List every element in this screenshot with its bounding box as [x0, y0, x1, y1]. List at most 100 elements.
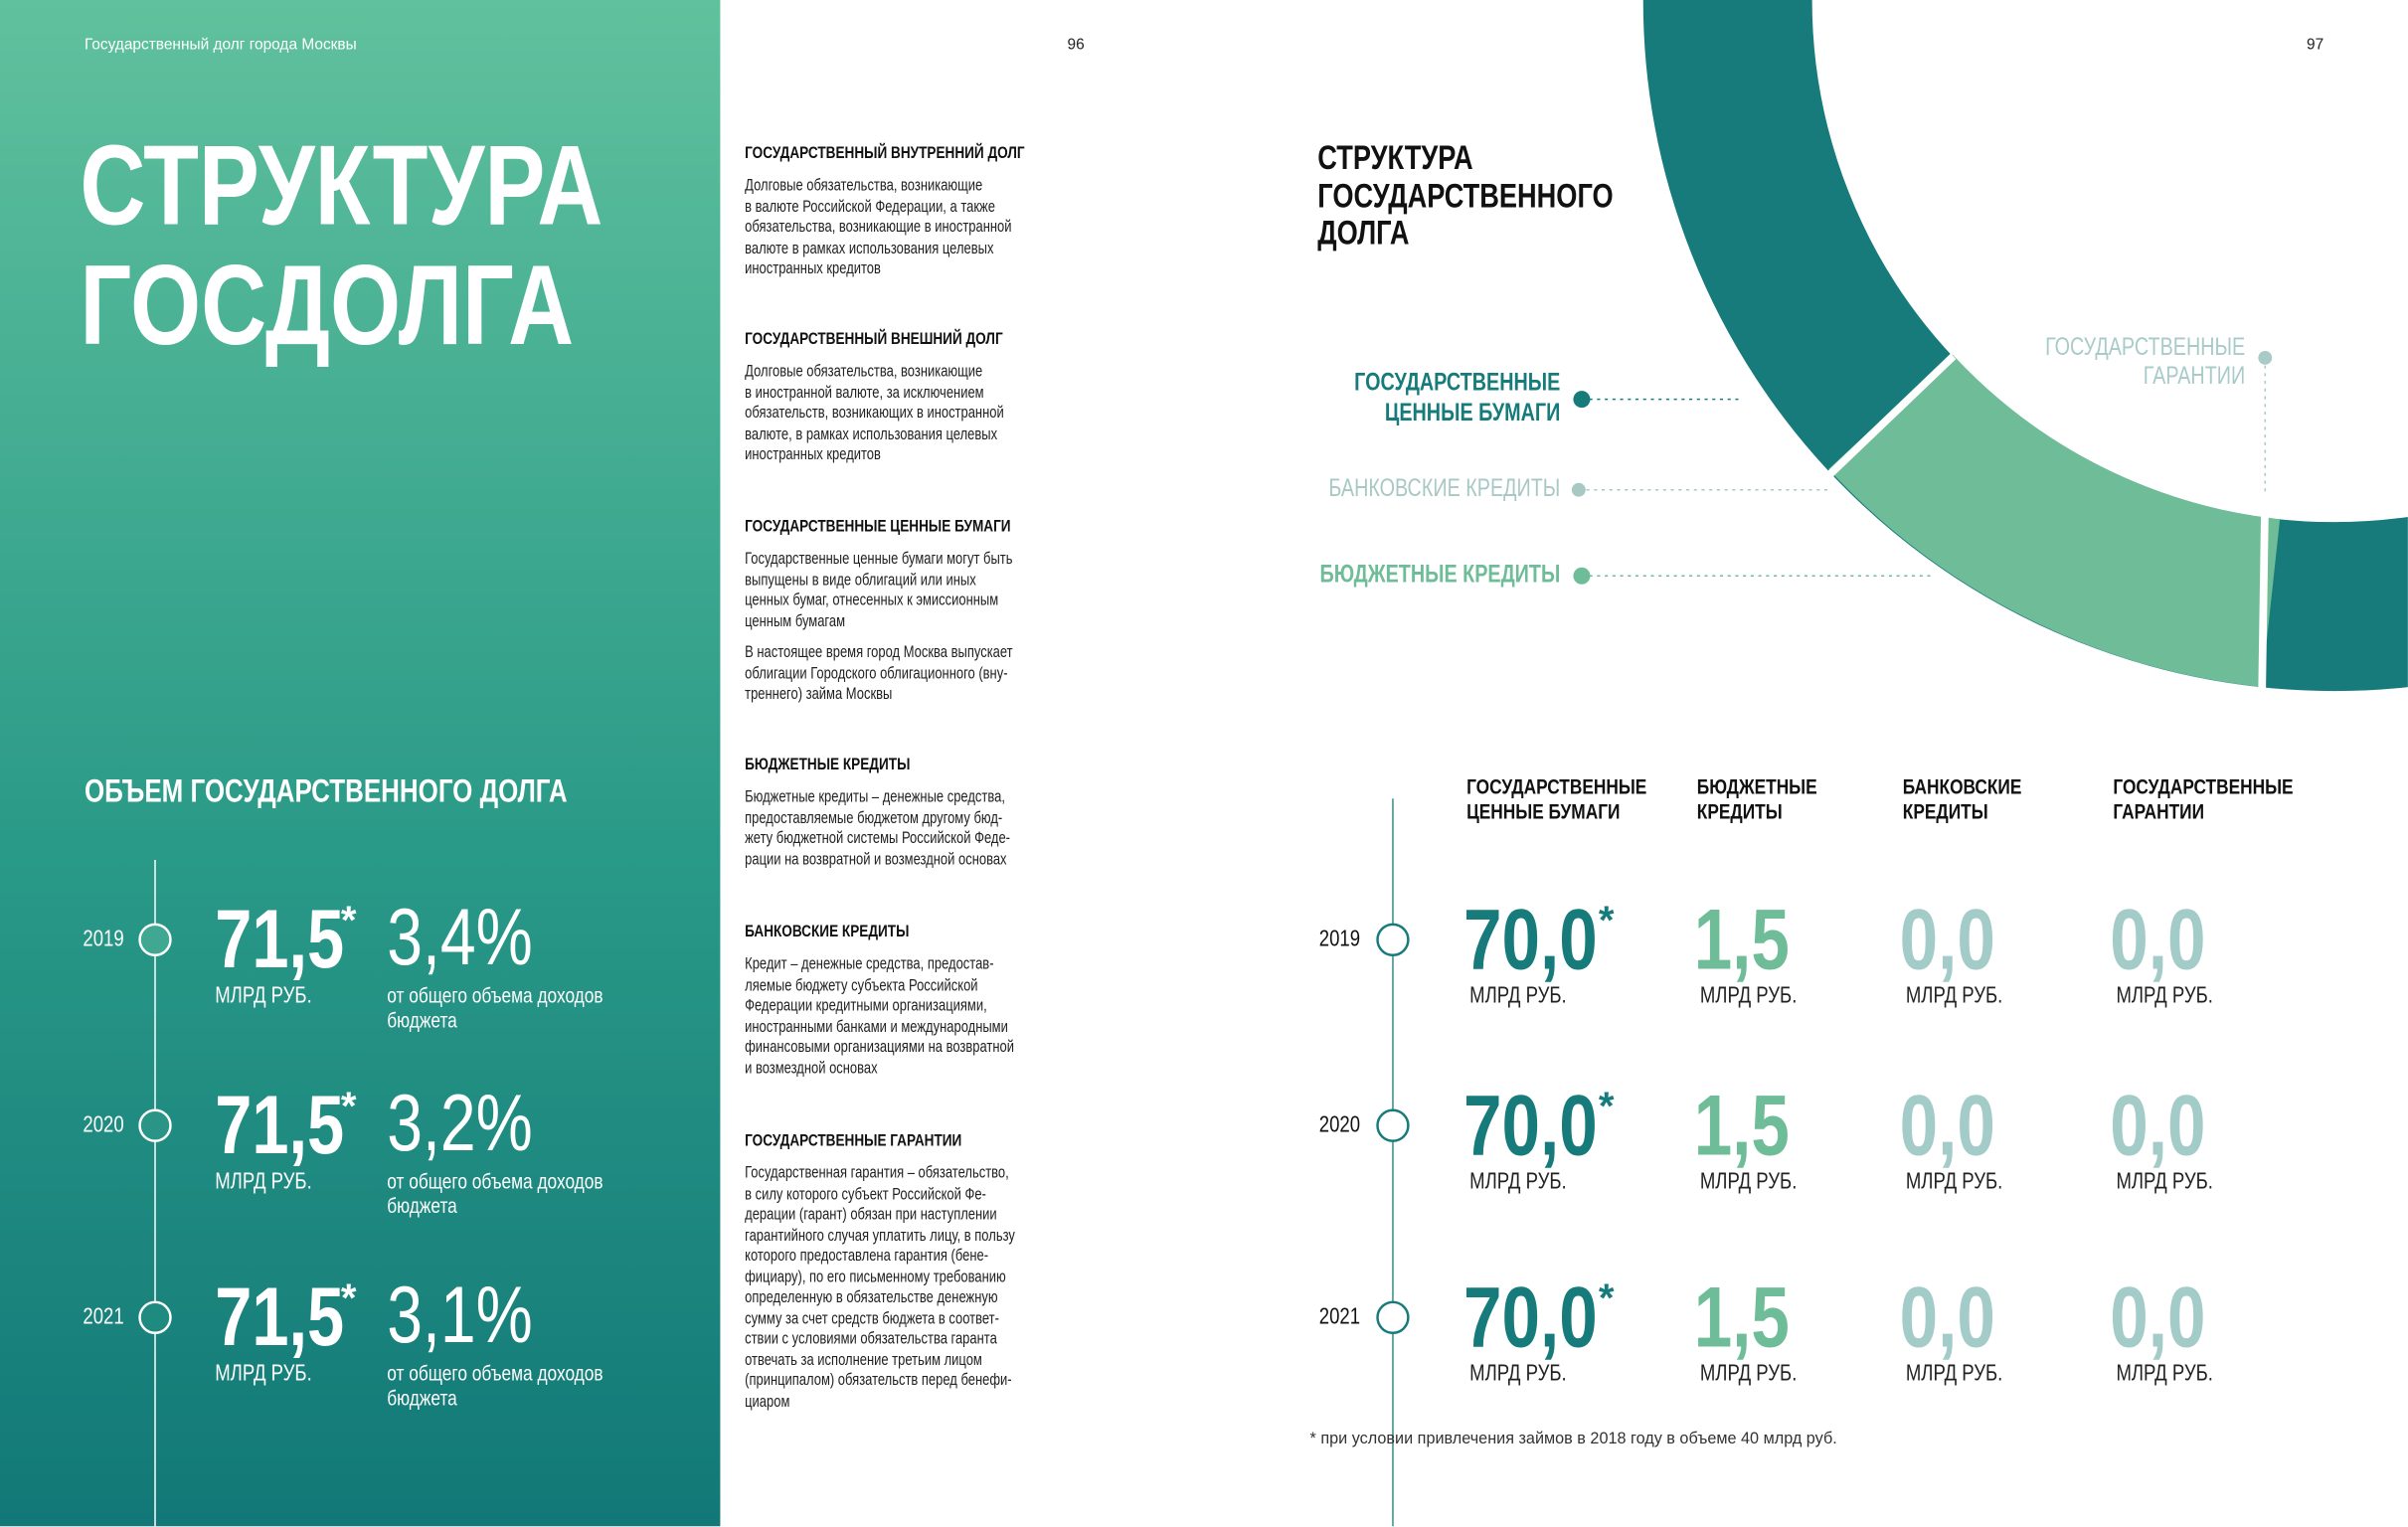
- definition-title: БЮДЖЕТНЫЕ КРЕДИТЫ: [745, 755, 911, 774]
- dot: [1571, 482, 1586, 497]
- definition-text: обязательства, возникающие в иностранной: [745, 218, 1012, 237]
- definition-text: ствии с условиями обязательства гаранта: [745, 1329, 997, 1349]
- value: 0,0: [1899, 1268, 1995, 1366]
- definition-text: выпущены в виде облигаций или иных: [745, 570, 976, 590]
- column-header: БАНКОВСКИЕ: [1902, 773, 2022, 799]
- ring-segment: [1828, 353, 2282, 688]
- donut: [1642, 0, 2408, 692]
- note: бюджета: [387, 1193, 457, 1218]
- unit: МЛРД РУБ.: [1905, 982, 2003, 1009]
- definition-text: отвечать за исполнение третьим лицом: [745, 1350, 982, 1370]
- definition-text: в силу которого субъект Российской Фе-: [745, 1184, 986, 1204]
- column-header: ЦЕННЫЕ БУМАГИ: [1466, 798, 1621, 823]
- section-title: ОБЪЕМ ГОСУДАРСТВЕННОГО ДОЛГА: [84, 773, 568, 810]
- hero-title: СТРУКТУРА: [80, 121, 603, 250]
- page-number: 96: [1067, 37, 1085, 55]
- value: 71,5: [215, 1271, 345, 1364]
- definition-text: циаром: [745, 1392, 790, 1411]
- unit: МЛРД РУБ.: [1469, 1360, 1567, 1387]
- definition-text: Кредит – денежные средства, предостав-: [745, 954, 994, 974]
- year: 2021: [83, 1303, 124, 1330]
- definition-title: ГОСУДАРСТВЕННЫЕ ГАРАНТИИ: [745, 1131, 962, 1150]
- unit: МЛРД РУБ.: [1699, 1168, 1798, 1195]
- definition-text: определенную в обязательстве денежную: [745, 1287, 998, 1307]
- year: 2020: [83, 1111, 124, 1138]
- definition-text: Федерации кредитными организациями,: [745, 996, 987, 1015]
- definition-text: финансовыми организациями на возвратной: [745, 1038, 1014, 1057]
- column-header: КРЕДИТЫ: [1696, 798, 1783, 823]
- legend-label: БАНКОВСКИЕ КРЕДИТЫ: [1328, 475, 1561, 503]
- definition-text: сумму за счет средств бюджета в соответ-: [745, 1308, 999, 1328]
- definition-text: (принципалом) обязательств перед бенефи-: [745, 1371, 1012, 1390]
- definition-text: жету бюджетной системы Российской Феде-: [745, 829, 1010, 848]
- dot: [1573, 391, 1591, 409]
- value: 0,0: [2110, 1076, 2206, 1174]
- value: 71,5: [215, 1079, 345, 1172]
- definition-text: рации на возвратной и возмездной основах: [745, 849, 1007, 869]
- definition-text: предоставляемые бюджетом другому бюд-: [745, 808, 1003, 827]
- unit: МЛРД РУБ.: [1905, 1360, 2003, 1387]
- definition-text: Бюджетные кредиты – денежные средства,: [745, 787, 1005, 806]
- left-panel: [0, 0, 721, 1527]
- definition-text: гарантийного случая уплатить лицу, в пол…: [745, 1226, 1015, 1245]
- value: 0,0: [2110, 1268, 2206, 1366]
- definition-title: БАНКОВСКИЕ КРЕДИТЫ: [745, 923, 910, 941]
- page-number: 97: [2306, 37, 2324, 55]
- definition-title: ГОСУДАРСТВЕННЫЙ ВНЕШНИЙ ДОЛГ: [745, 330, 1003, 349]
- legend-label: ГАРАНТИИ: [2143, 364, 2246, 391]
- dot: [1573, 567, 1591, 585]
- unit: МЛРД РУБ.: [2116, 1168, 2213, 1195]
- legend-label: БЮДЖЕТНЫЕ КРЕДИТЫ: [1319, 562, 1561, 589]
- asterisk: *: [340, 1082, 357, 1129]
- structure-title: ДОЛГА: [1317, 213, 1410, 253]
- definition-text: треннего) займа Москвы: [745, 684, 893, 704]
- column-header: ГОСУДАРСТВЕННЫЕ: [2113, 773, 2294, 799]
- column-header: ГАРАНТИИ: [2113, 798, 2205, 823]
- definition-title: ГОСУДАРСТВЕННЫЕ ЦЕННЫЕ БУМАГИ: [745, 517, 1011, 537]
- ring: [1642, 0, 2408, 691]
- hero-title: ГОСДОЛГА: [80, 241, 575, 369]
- structure-title: ГОСУДАРСТВЕННОГО: [1317, 175, 1614, 215]
- ring-gap: [1808, 353, 1957, 495]
- value: 1,5: [1693, 890, 1790, 988]
- note: от общего объема доходов: [387, 1168, 603, 1194]
- node: [1376, 1300, 1410, 1334]
- definition-text: Государственная гарантия – обязательство…: [745, 1163, 1009, 1183]
- asterisk: *: [1598, 1082, 1615, 1129]
- leaders: [1578, 357, 2267, 577]
- note: от общего объема доходов: [387, 982, 603, 1008]
- definition-text: ляемые бюджету субъекта Российской: [745, 975, 978, 995]
- node: [1376, 1108, 1410, 1142]
- definition-text: Долговые обязательства, возникающие: [745, 176, 983, 196]
- node: [138, 923, 172, 956]
- footnote: * при условии привлечения займов в 2018 …: [1309, 1430, 1837, 1448]
- value: 70,0: [1463, 1268, 1598, 1366]
- unit: МЛРД РУБ.: [215, 982, 312, 1009]
- asterisk: *: [1598, 1274, 1615, 1321]
- unit: МЛРД РУБ.: [1469, 982, 1567, 1009]
- definition-text: в иностранной валюте, за исключением: [745, 383, 984, 402]
- timeline-nodes: [138, 923, 1410, 1334]
- definition-text: валюте, в рамках использования целевых: [745, 424, 998, 443]
- dot: [2258, 350, 2273, 365]
- column-header: ГОСУДАРСТВЕННЫЕ: [1466, 773, 1647, 799]
- definition-text: облигации Городского облигационного (вну…: [745, 664, 1008, 683]
- value: 1,5: [1693, 1076, 1790, 1174]
- definition-text: иностранных кредитов: [745, 444, 881, 464]
- ring-gap: [2258, 491, 2270, 692]
- unit: МЛРД РУБ.: [2116, 1360, 2213, 1387]
- running-title: Государственный долг города Москвы: [84, 37, 357, 55]
- column-header: БЮДЖЕТНЫЕ: [1696, 773, 1817, 799]
- definition-text: фициару), по его письменному требованию: [745, 1268, 1006, 1286]
- definition-text: Государственные ценные бумаги могут быть: [745, 549, 1013, 569]
- definition-text: обязательств, возникающих в иностранной: [745, 404, 1004, 423]
- structure-title: СТРУКТУРА: [1317, 138, 1473, 177]
- definition-text: ценных бумаг, отнесенных к эмиссионным: [745, 591, 999, 610]
- year: 2020: [1318, 1111, 1361, 1138]
- note: бюджета: [387, 1007, 457, 1032]
- definition-text: В настоящее время город Москва выпускает: [745, 643, 1013, 662]
- definition-text: ценным бумагам: [745, 611, 846, 631]
